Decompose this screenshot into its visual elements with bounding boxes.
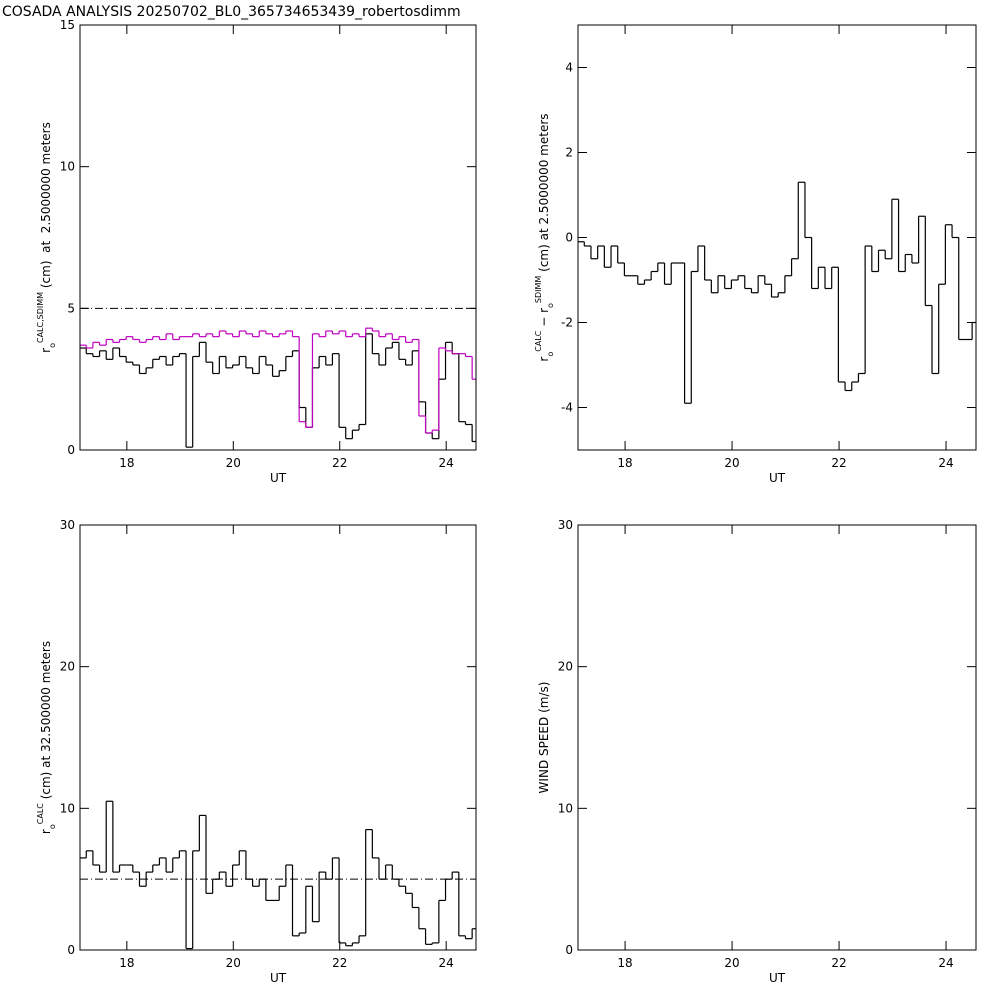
y-axis-label-part: CALC: [534, 330, 543, 352]
x-tick-label: 24: [938, 456, 953, 470]
x-tick-label: 20: [226, 456, 241, 470]
axes-frame: [577, 24, 977, 451]
x-tick-label: 18: [119, 456, 134, 470]
x-tick-label: 18: [119, 956, 134, 970]
x-tick-label: 22: [332, 956, 347, 970]
y-axis-label-part: − r: [537, 308, 551, 331]
y-axis-label: WIND SPEED (m/s): [537, 682, 551, 794]
y-axis-label-part: o: [48, 824, 57, 829]
x-axis-label: UT: [270, 971, 287, 985]
y-tick-label: 10: [60, 801, 75, 815]
y-axis-label-part: (cm) at 2.5000000 meters: [537, 113, 551, 275]
y-tick-label: 0: [67, 943, 75, 957]
x-axis-label: UT: [769, 471, 786, 485]
y-tick-label: 0: [565, 943, 573, 957]
x-tick-label: 24: [439, 456, 454, 470]
y-tick-label: 30: [60, 518, 75, 532]
x-tick-label: 22: [831, 956, 846, 970]
axes-frame: [577, 524, 977, 951]
y-axis-label-part: r: [537, 357, 551, 362]
x-tick-label: 20: [226, 956, 241, 970]
page-title: COSADA ANALYSIS 20250702_BL0_36573465343…: [2, 4, 461, 20]
y-axis-label-part: WIND SPEED (m/s): [537, 682, 551, 794]
y-tick-label: -2: [561, 316, 573, 330]
y-axis-label-part: o: [546, 303, 555, 308]
y-axis-label: roCALC (cm) at 32.500000 meters: [36, 641, 57, 834]
y-tick-label: 30: [558, 518, 573, 532]
y-tick-label: -4: [561, 401, 573, 415]
y-tick-label: 0: [67, 443, 75, 457]
x-tick-label: 22: [831, 456, 846, 470]
x-tick-label: 20: [724, 956, 739, 970]
y-axis-label-part: SDIMM: [534, 276, 543, 304]
x-tick-label: 22: [332, 456, 347, 470]
y-axis-label: roCALC,SDIMM (cm) at 2.5000000 meters: [36, 122, 57, 353]
y-axis-label-part: (cm) at 32.500000 meters: [39, 641, 53, 803]
x-tick-label: 18: [617, 456, 632, 470]
y-tick-label: 4: [565, 61, 573, 75]
plot-data: [80, 800, 476, 950]
axes-frame: [79, 524, 477, 951]
x-tick-label: 18: [617, 956, 632, 970]
x-axis-label: UT: [270, 471, 287, 485]
axes-frame: [79, 24, 477, 451]
y-tick-label: 0: [565, 231, 573, 245]
y-axis-label-part: o: [546, 352, 555, 357]
x-tick-label: 20: [724, 456, 739, 470]
y-axis-label-part: o: [48, 343, 57, 348]
x-tick-label: 24: [938, 956, 953, 970]
y-tick-label: 20: [558, 660, 573, 674]
y-axis-label-part: (cm) at 2.5000000 meters: [39, 122, 53, 292]
y-tick-label: 10: [558, 801, 573, 815]
y-tick-label: 20: [60, 660, 75, 674]
y-tick-label: 10: [60, 160, 75, 174]
y-tick-label: 2: [565, 146, 573, 160]
plot-data: [578, 181, 976, 404]
y-axis-label-part: CALC,SDIMM: [36, 292, 45, 343]
x-tick-label: 24: [439, 956, 454, 970]
y-tick-label: 15: [60, 18, 75, 32]
y-axis-label-part: r: [39, 348, 53, 353]
plot-data: [80, 307, 476, 448]
y-axis-label: roCALC − roSDIMM (cm) at 2.5000000 meter…: [534, 113, 555, 361]
x-axis-label: UT: [769, 971, 786, 985]
y-axis-label-part: CALC: [36, 803, 45, 825]
y-axis-label-part: r: [39, 829, 53, 834]
y-tick-label: 5: [67, 301, 75, 315]
